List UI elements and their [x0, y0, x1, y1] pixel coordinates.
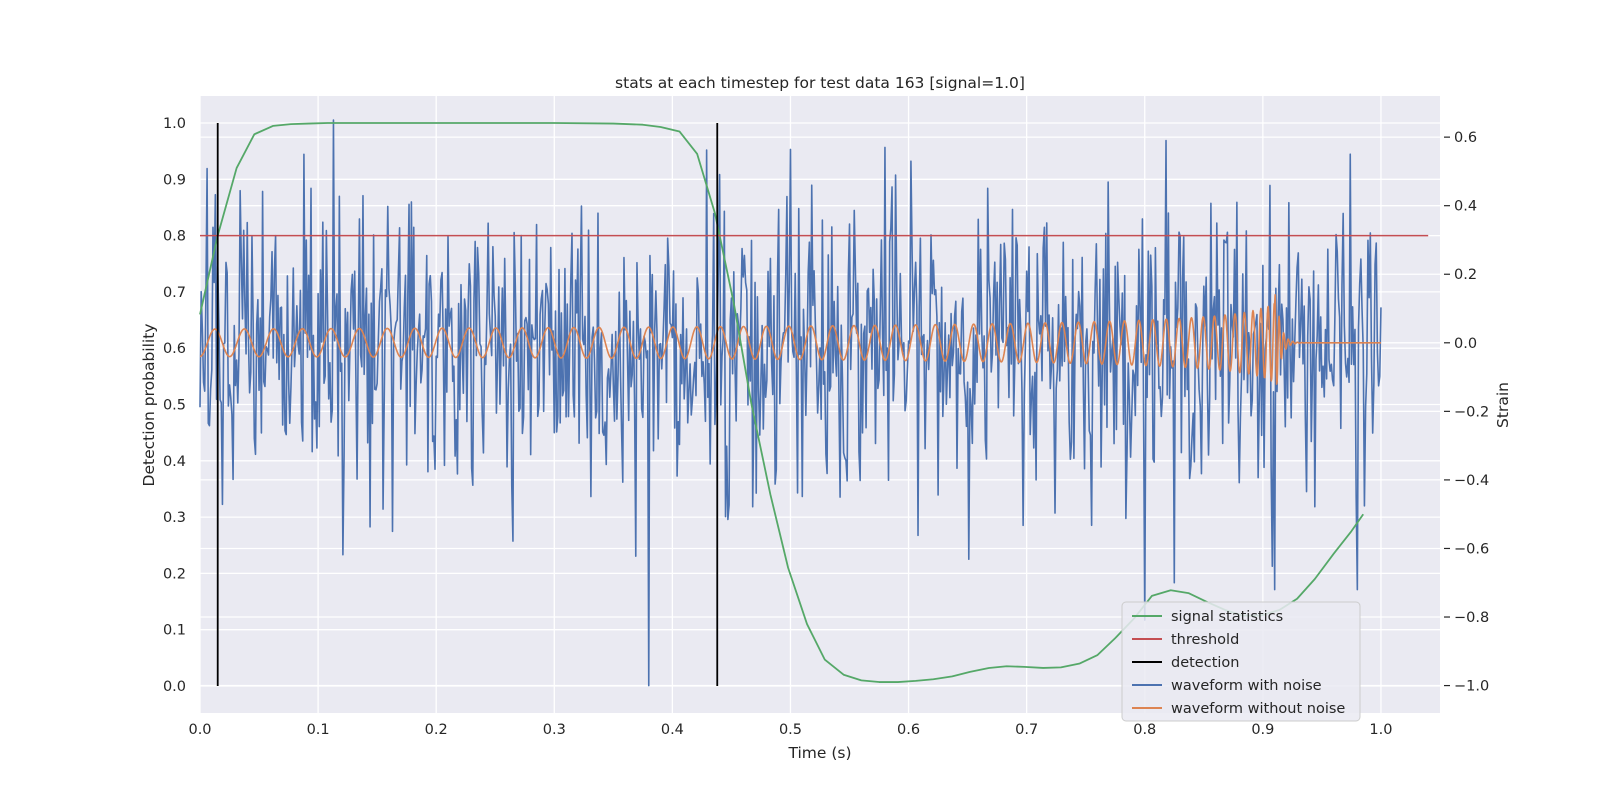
y-right-tick-label: −0.6 — [1454, 541, 1489, 557]
x-tick-label: 0.5 — [779, 722, 802, 738]
legend-label: waveform with noise — [1171, 678, 1322, 694]
x-tick-label: 1.0 — [1369, 722, 1392, 738]
legend-label: waveform without noise — [1171, 701, 1345, 717]
series-waveform-without-noise — [199, 293, 1382, 385]
bottom-axis-ticks: 0.0 0.1 0.2 0.3 0.4 0.5 0.6 0.7 0.8 0.9 1.0 — [188, 722, 1392, 738]
legend-item-threshold: threshold — [1132, 632, 1239, 648]
legend-item-waveform-without-noise: waveform without noise — [1132, 701, 1345, 717]
x-tick-label: 0.6 — [897, 722, 920, 738]
x-tick-label: 0.1 — [307, 722, 330, 738]
right-axis-ticks: −1.0 −0.8 −0.6 −0.4 −0.2 0.0 0.2 0.4 0.6 — [1444, 130, 1489, 695]
x-tick-label: 0.3 — [543, 722, 566, 738]
y-tick-label: 0.0 — [163, 679, 186, 695]
legend-item-detection: detection — [1132, 655, 1239, 671]
legend-label: threshold — [1171, 632, 1239, 648]
left-axis-ticks: 0.0 0.1 0.2 0.3 0.4 0.5 0.6 0.7 0.8 0.9 1.0 — [163, 116, 186, 695]
y-right-tick-label: 0.0 — [1454, 336, 1477, 352]
legend-item-signal-statistics: signal statistics — [1132, 609, 1283, 625]
x-tick-label: 0.4 — [661, 722, 684, 738]
y-tick-label: 0.5 — [163, 398, 186, 414]
series-waveform-with-noise — [199, 119, 1382, 687]
y-tick-label: 0.8 — [163, 229, 186, 245]
y-axis-label: Detection probability — [140, 324, 158, 487]
legend: signal statistics threshold detection wa… — [1121, 601, 1361, 722]
legend-item-waveform-with-noise: waveform with noise — [1132, 678, 1322, 694]
x-tick-label: 0.7 — [1015, 722, 1038, 738]
y-tick-label: 0.1 — [163, 623, 186, 639]
y-tick-label: 0.6 — [163, 341, 186, 357]
y-tick-label: 0.4 — [163, 454, 186, 470]
y-tick-label: 1.0 — [163, 116, 186, 132]
x-tick-label: 0.9 — [1251, 722, 1274, 738]
y-right-tick-label: 0.6 — [1454, 130, 1477, 146]
y-tick-label: 0.9 — [163, 172, 186, 188]
x-tick-label: 0.8 — [1133, 722, 1156, 738]
x-axis-label: Time (s) — [787, 744, 851, 762]
x-tick-label: 0.2 — [425, 722, 448, 738]
y-tick-label: 0.2 — [163, 566, 186, 582]
y-right-tick-label: −0.2 — [1454, 404, 1489, 420]
y-right-tick-label: −0.4 — [1454, 473, 1489, 489]
y-tick-label: 0.3 — [163, 510, 186, 526]
y-right-tick-label: −1.0 — [1454, 679, 1489, 695]
y-right-tick-label: 0.2 — [1454, 267, 1477, 283]
y-tick-label: 0.7 — [163, 285, 186, 301]
y-axis-right-label: Strain — [1494, 382, 1512, 428]
chart-title: stats at each timestep for test data 163… — [615, 74, 1025, 92]
y-right-tick-label: 0.4 — [1454, 199, 1477, 215]
x-tick-label: 0.0 — [188, 722, 211, 738]
legend-box — [1121, 601, 1361, 722]
legend-label: signal statistics — [1171, 609, 1283, 625]
legend-label: detection — [1171, 655, 1239, 671]
y-right-tick-label: −0.8 — [1454, 610, 1489, 626]
